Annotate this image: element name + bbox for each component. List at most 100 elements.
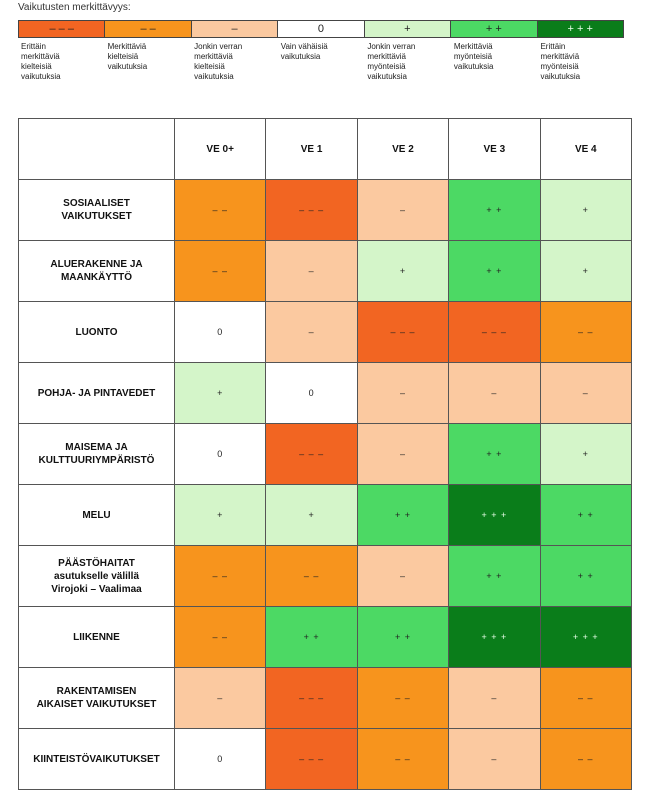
impact-cell: – –	[539, 301, 633, 363]
impact-symbol: – –	[395, 754, 411, 764]
impact-symbol: – –	[303, 571, 320, 581]
impact-cell: – – –	[265, 179, 358, 241]
legend-swatch: – – –	[19, 21, 106, 37]
row-header: MELU	[18, 484, 175, 546]
legend-label: Erittäin merkittäviä kielteisiä vaikutuk…	[21, 42, 61, 81]
impact-cell: +	[265, 484, 358, 546]
row-header: KIINTEISTÖVAIKUTUKSET	[18, 728, 175, 790]
impact-symbol: – –	[212, 205, 228, 215]
impact-symbol: – –	[578, 693, 594, 703]
table-row: PÄÄSTÖHAITAT asutukselle välillä Virojok…	[18, 545, 633, 607]
impact-symbol: –	[217, 693, 224, 703]
impact-symbol: – –	[578, 754, 594, 764]
impact-cell: – –	[356, 728, 450, 790]
impact-symbol: + +	[303, 632, 320, 642]
column-header: VE 1	[265, 118, 358, 180]
row-header: SOSIAALISET VAIKUTUKSET	[18, 179, 175, 241]
impact-symbol: 0	[217, 327, 224, 337]
legend-label: Merkittäviä kielteisiä vaikutuksia	[107, 42, 148, 71]
impact-symbol: +	[308, 510, 315, 520]
impact-cell: + +	[539, 545, 633, 607]
legend-title: Vaikutusten merkittävyys:	[18, 2, 131, 13]
impact-cell: –	[356, 362, 450, 424]
impact-symbol: –	[308, 266, 315, 276]
impact-cell: –	[356, 423, 450, 485]
legend-labels: Erittäin merkittäviä kielteisiä vaikutuk…	[18, 42, 624, 82]
impact-symbol: 0	[308, 388, 315, 398]
legend-label: Erittäin merkittäviä myönteisiä vaikutuk…	[540, 42, 581, 81]
legend-swatch: + +	[451, 21, 538, 37]
table-row: MELU + + + + + + + + +	[18, 484, 633, 546]
row-header: MAISEMA JA KULTTUURIYMPÄRISTÖ	[18, 423, 175, 485]
impact-cell: –	[448, 362, 541, 424]
row-header: RAKENTAMISEN AIKAISET VAIKUTUKSET	[18, 667, 175, 729]
impact-cell: – –	[539, 728, 633, 790]
impact-symbol: –	[491, 754, 498, 764]
impact-cell: +	[173, 484, 267, 546]
impact-cell: + +	[265, 606, 358, 668]
table-row: SOSIAALISET VAIKUTUKSET – – – – – – + + +	[18, 179, 633, 241]
impact-symbol: –	[491, 388, 498, 398]
impact-cell: +	[539, 423, 633, 485]
impact-cell: – – –	[448, 301, 541, 363]
impact-symbol: +	[582, 449, 589, 459]
impact-symbol: + +	[486, 571, 503, 581]
impact-symbol: + + +	[481, 632, 508, 642]
impact-symbol: +	[399, 266, 407, 276]
impact-symbol: – – –	[390, 327, 416, 337]
impact-symbol: –	[399, 388, 406, 398]
impact-cell: –	[265, 240, 358, 302]
impact-symbol: + +	[577, 571, 594, 581]
impact-symbol: –	[399, 571, 406, 581]
impact-symbol: – – –	[299, 693, 325, 703]
impact-cell: –	[265, 301, 358, 363]
column-header: VE 2	[356, 118, 450, 180]
impact-cell: – – –	[265, 423, 358, 485]
table-row: RAKENTAMISEN AIKAISET VAIKUTUKSET – – – – –…	[18, 667, 633, 729]
impact-cell: 0	[173, 301, 267, 363]
impact-symbol: –	[491, 693, 498, 703]
impact-symbol: – –	[395, 693, 411, 703]
impact-cell: –	[173, 667, 267, 729]
legend-swatch: 0	[278, 21, 365, 37]
impact-symbol: – –	[212, 266, 228, 276]
impact-symbol: 0	[217, 754, 224, 764]
impact-cell: –	[356, 179, 450, 241]
impact-cell: + +	[448, 240, 541, 302]
impact-symbol: 0	[217, 449, 224, 459]
impact-cell: 0	[173, 728, 267, 790]
impact-cell: – –	[173, 179, 267, 241]
impact-cell: + + +	[448, 606, 541, 668]
row-header: LUONTO	[18, 301, 175, 363]
impact-symbol: –	[308, 327, 315, 337]
impact-cell: + +	[539, 484, 633, 546]
impact-symbol: + +	[486, 449, 503, 459]
legend-swatch: +	[364, 21, 452, 37]
impact-cell: – –	[173, 606, 267, 668]
impact-cell: +	[356, 240, 450, 302]
impact-symbol: – –	[212, 632, 228, 642]
impact-cell: + +	[448, 545, 541, 607]
corner-cell	[18, 118, 175, 180]
impact-symbol: – – –	[299, 754, 325, 764]
impact-cell: + +	[448, 179, 541, 241]
impact-cell: –	[448, 728, 541, 790]
legend-swatch: – –	[105, 21, 192, 37]
row-header: POHJA- JA PINTAVEDET	[18, 362, 175, 424]
impact-symbol: + +	[394, 632, 411, 642]
row-header: ALUERAKENNE JA MAANKÄYTTÖ	[18, 240, 175, 302]
impact-cell: +	[539, 179, 633, 241]
impact-symbol: + +	[577, 510, 594, 520]
impact-symbol: +	[582, 266, 589, 276]
impact-cell: + +	[356, 484, 450, 546]
impact-cell: +	[173, 362, 267, 424]
impact-cell: 0	[265, 362, 358, 424]
table-row: MAISEMA JA KULTTUURIYMPÄRISTÖ 0 – – – – + + +	[18, 423, 633, 485]
impact-cell: + + +	[539, 606, 633, 668]
impact-cell: – –	[173, 545, 267, 607]
header-row: VE 0+ VE 1 VE 2 VE 3 VE 4	[18, 118, 633, 180]
row-header: LIIKENNE	[18, 606, 175, 668]
impact-symbol: + + +	[572, 632, 599, 642]
impact-cell: + +	[356, 606, 450, 668]
table-row: POHJA- JA PINTAVEDET +0 – – –	[18, 362, 633, 424]
